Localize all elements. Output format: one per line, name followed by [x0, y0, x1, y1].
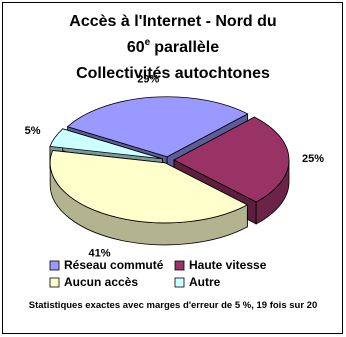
legend-swatch — [174, 277, 185, 288]
slice-top — [173, 116, 290, 203]
data-label: 25% — [302, 153, 324, 165]
title-part: 60 — [127, 39, 145, 56]
legend-label: Autre — [189, 275, 221, 289]
slice-top — [66, 96, 249, 158]
legend-swatch — [49, 260, 60, 271]
legend-label: Haute vitesse — [189, 258, 267, 272]
slice-top — [49, 128, 163, 160]
chart-title: Accès à l'Internet - Nord du — [69, 13, 276, 30]
title-superscript: e — [145, 37, 151, 48]
chart-title: 60e parallèle — [127, 37, 219, 56]
legend: Réseau commuté Haute vitesse Aucun accès Au… — [49, 258, 267, 289]
data-label: 41% — [88, 248, 110, 260]
footnote: Statistiques exactes avec marges d'erreu… — [29, 300, 317, 311]
title-part: parallèle — [154, 39, 219, 56]
slice-top — [49, 150, 249, 224]
legend-label: Aucun accès — [64, 275, 138, 289]
pie-slice — [49, 149, 249, 246]
legend-swatch — [49, 277, 60, 288]
legend-label: Réseau commuté — [64, 258, 164, 272]
data-label: 5% — [25, 125, 41, 137]
pie: 29% 25% 41% 5% — [25, 73, 325, 259]
legend-swatch — [174, 260, 185, 271]
data-label: 29% — [137, 73, 159, 85]
chart-title: Collectivités autochtones — [76, 65, 270, 82]
